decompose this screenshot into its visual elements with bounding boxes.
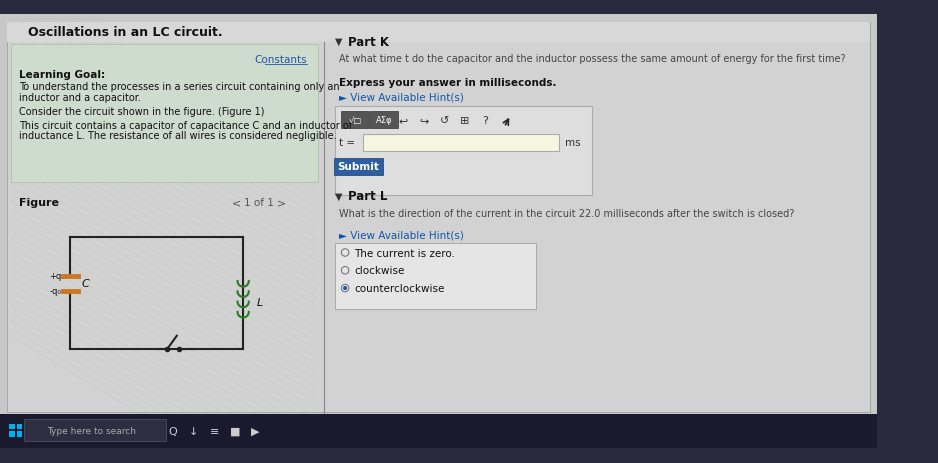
Text: ▶: ▶ — [251, 426, 260, 436]
FancyBboxPatch shape — [0, 15, 877, 448]
Text: At what time t do the capacitor and the inductor possess the same amount of ener: At what time t do the capacitor and the … — [339, 54, 845, 64]
Text: Type here to search: Type here to search — [47, 426, 136, 435]
Text: ▼: ▼ — [335, 191, 342, 201]
Text: clockwise: clockwise — [355, 266, 405, 275]
Text: ► View Available Hint(s): ► View Available Hint(s) — [339, 93, 463, 102]
FancyBboxPatch shape — [17, 424, 23, 429]
Text: ↪: ↪ — [419, 115, 429, 125]
Text: Constants: Constants — [254, 55, 307, 65]
Text: To understand the processes in a series circuit containing only an: To understand the processes in a series … — [19, 82, 340, 92]
FancyBboxPatch shape — [335, 244, 536, 309]
FancyBboxPatch shape — [363, 134, 559, 151]
Text: Figure: Figure — [19, 198, 59, 208]
Text: Part K: Part K — [348, 36, 389, 49]
FancyBboxPatch shape — [371, 112, 399, 129]
FancyBboxPatch shape — [0, 414, 877, 448]
Text: -q₀: -q₀ — [50, 287, 61, 296]
Text: Learning Goal:: Learning Goal: — [19, 70, 105, 80]
Text: Consider the circuit shown in the figure. (Figure 1): Consider the circuit shown in the figure… — [19, 106, 265, 116]
Text: 1 of 1: 1 of 1 — [244, 198, 274, 208]
Text: ■: ■ — [230, 426, 240, 436]
Text: ► View Available Hint(s): ► View Available Hint(s) — [339, 230, 463, 240]
Text: Oscillations in an LC circuit.: Oscillations in an LC circuit. — [28, 26, 222, 39]
FancyBboxPatch shape — [9, 431, 15, 437]
Text: ↩: ↩ — [399, 115, 408, 125]
FancyBboxPatch shape — [8, 23, 870, 43]
Text: L: L — [256, 297, 263, 307]
Text: Part L: Part L — [348, 189, 387, 202]
FancyBboxPatch shape — [334, 159, 383, 175]
Text: inductor and a capacitor.: inductor and a capacitor. — [19, 93, 141, 102]
FancyBboxPatch shape — [341, 112, 370, 129]
FancyBboxPatch shape — [9, 424, 15, 429]
Text: What is the direction of the current in the circuit 22.0 milliseconds after the : What is the direction of the current in … — [339, 208, 794, 218]
Text: <: < — [232, 198, 241, 208]
Text: C: C — [82, 279, 89, 289]
FancyBboxPatch shape — [11, 45, 318, 183]
Text: >: > — [277, 198, 286, 208]
Text: The current is zero.: The current is zero. — [355, 248, 456, 258]
FancyBboxPatch shape — [24, 419, 166, 442]
Text: This circuit contains a capacitor of capacitance C and an inductor of: This circuit contains a capacitor of cap… — [19, 120, 352, 131]
Text: √□: √□ — [349, 116, 362, 125]
Text: AΣφ: AΣφ — [376, 116, 393, 125]
Text: ms: ms — [565, 138, 581, 148]
Text: ↺: ↺ — [440, 115, 449, 125]
Text: t =: t = — [340, 138, 356, 148]
FancyBboxPatch shape — [17, 431, 23, 437]
Text: counterclockwise: counterclockwise — [355, 283, 445, 294]
Text: ≡: ≡ — [209, 426, 219, 436]
Text: Submit: Submit — [338, 162, 379, 172]
Text: ⊞: ⊞ — [461, 115, 470, 125]
Circle shape — [343, 287, 347, 290]
FancyBboxPatch shape — [335, 106, 592, 195]
Text: Express your answer in milliseconds.: Express your answer in milliseconds. — [339, 77, 556, 88]
Text: +q₀: +q₀ — [50, 272, 66, 281]
Text: inductance L. The resistance of all wires is considered negligible.: inductance L. The resistance of all wire… — [19, 131, 337, 141]
Text: ▼: ▼ — [335, 37, 342, 47]
Text: ?: ? — [482, 115, 489, 125]
Text: ↓: ↓ — [189, 426, 198, 436]
FancyBboxPatch shape — [8, 23, 870, 413]
Text: Q: Q — [169, 426, 177, 436]
